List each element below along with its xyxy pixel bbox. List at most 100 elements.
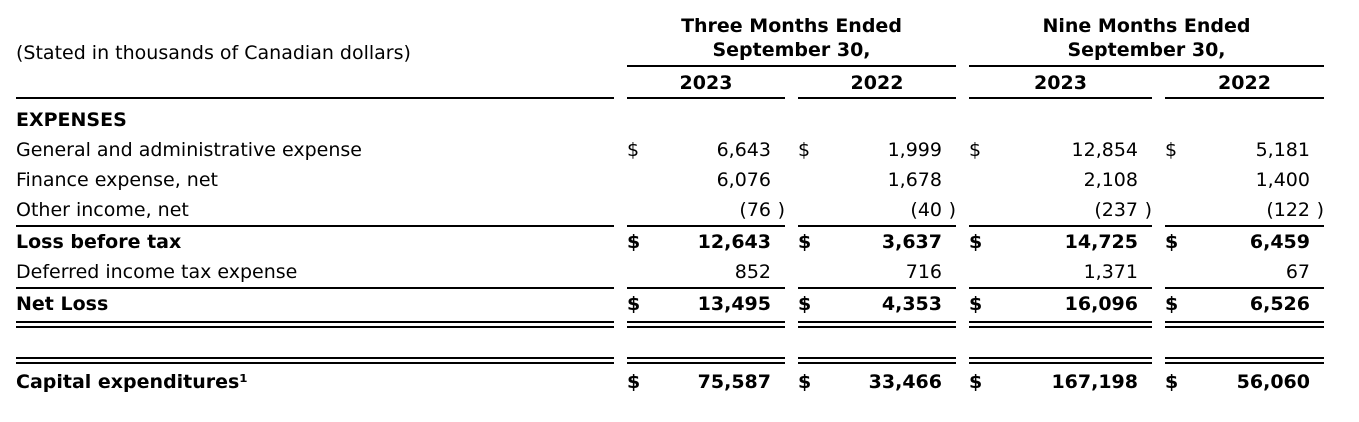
paren-close: [1138, 292, 1152, 317]
table-row-general-admin-expense: General and administrative expense $ 6,6…: [16, 135, 1343, 165]
table-body: EXPENSES General and administrative expe…: [16, 105, 1343, 397]
currency-symbol: $: [627, 231, 641, 253]
row-label: General and administrative expense: [16, 139, 362, 161]
paren-close: [771, 370, 785, 395]
paren-close: [942, 230, 956, 255]
paren-close: [1138, 260, 1152, 285]
currency-symbol: $: [1165, 293, 1179, 315]
amount-value: 13,495: [697, 293, 771, 315]
currency-symbol: $: [1165, 139, 1178, 161]
paren-close: [771, 138, 785, 163]
amount-value: 1,400: [1255, 169, 1310, 191]
year-header-3m-2023: 2023: [627, 67, 785, 99]
paren-close: [1138, 370, 1152, 395]
table-row-deferred-income-tax: Deferred income tax expense 852 716 1,37…: [16, 257, 1343, 289]
cell-amount: $ 5,181: [1165, 135, 1324, 165]
amount-value: (76: [739, 199, 771, 221]
currency-symbol: [1165, 198, 1181, 223]
paren-close: [942, 292, 956, 317]
paren-close: ): [948, 199, 956, 221]
amount-value: 1,999: [887, 139, 942, 161]
currency-symbol: [798, 198, 814, 223]
currency-symbol: $: [627, 139, 640, 161]
row-label: Capital expenditures¹: [16, 357, 614, 397]
cell-amount: $ 14,725: [969, 227, 1152, 257]
paren-close: [1310, 292, 1324, 317]
currency-symbol: $: [627, 293, 641, 315]
table-row-expenses-section: EXPENSES: [16, 105, 1343, 135]
amount-value: 67: [1285, 261, 1310, 283]
currency-symbol: [627, 198, 643, 223]
cell-amount: $ 75,587: [627, 357, 785, 397]
currency-symbol: [627, 260, 643, 285]
amount-value: 75,587: [697, 371, 771, 393]
currency-symbol: [627, 168, 643, 193]
amount-value: 4,353: [881, 293, 942, 315]
cell-amount: (40 ): [798, 195, 956, 227]
row-label: Deferred income tax expense: [16, 257, 614, 289]
table-header: (Stated in thousands of Canadian dollars…: [16, 8, 1343, 99]
paren-close: ): [1316, 199, 1324, 221]
paren-close: [1310, 138, 1324, 163]
paren-close: [1310, 168, 1324, 193]
cell-amount: $ 13,495: [627, 289, 785, 328]
currency-symbol: $: [798, 371, 812, 393]
paren-close: ): [1144, 199, 1152, 221]
cell-amount: $ 16,096: [969, 289, 1152, 328]
paren-close: [1138, 138, 1152, 163]
cell-amount: $ 1,999: [798, 135, 956, 165]
paren-close: [942, 370, 956, 395]
amount-value: 33,466: [868, 371, 942, 393]
currency-symbol: [1165, 260, 1181, 285]
section-gap: [16, 328, 1343, 357]
column-group-title-line1: Nine Months Ended: [1042, 15, 1251, 37]
cell-amount: 2,108: [969, 165, 1152, 195]
paren-close: [1310, 370, 1324, 395]
paren-close: [942, 260, 956, 285]
paren-close: [1138, 168, 1152, 193]
paren-close: [942, 168, 956, 193]
currency-symbol: [798, 168, 814, 193]
column-group-three-months: Three Months Ended September 30,: [627, 8, 956, 67]
paren-close: [771, 260, 785, 285]
currency-symbol: [1165, 168, 1181, 193]
column-group-nine-months: Nine Months Ended September 30,: [969, 8, 1324, 67]
currency-symbol: $: [969, 293, 983, 315]
cell-amount: 67: [1165, 257, 1324, 289]
table-row-loss-before-tax: Loss before tax $ 12,643 $ 3,637 $ 14,72…: [16, 227, 1343, 257]
currency-symbol: [798, 260, 814, 285]
table-row-finance-expense: Finance expense, net 6,076 1,678 2,108 1…: [16, 165, 1343, 195]
cell-amount: 6,076: [627, 165, 785, 195]
row-label: Loss before tax: [16, 231, 182, 253]
paren-close: [771, 168, 785, 193]
cell-amount: 1,400: [1165, 165, 1324, 195]
table-row-net-loss: Net Loss $ 13,495 $ 4,353 $ 16,096 $ 6,5…: [16, 289, 1343, 328]
currency-symbol: $: [1165, 231, 1179, 253]
currency-symbol: $: [798, 139, 811, 161]
cell-amount: (76 ): [627, 195, 785, 227]
cell-amount: $ 12,643: [627, 227, 785, 257]
cell-empty: [627, 105, 785, 135]
currency-symbol: [969, 198, 985, 223]
cell-amount: (237 ): [969, 195, 1152, 227]
cell-amount: $ 4,353: [798, 289, 956, 328]
amount-value: 6,643: [716, 139, 771, 161]
table-row-capital-expenditures: Capital expenditures¹ $ 75,587 $ 33,466 …: [16, 357, 1343, 397]
row-label: Net Loss: [16, 289, 614, 328]
currency-symbol: [969, 260, 985, 285]
amount-value: 14,725: [1064, 231, 1138, 253]
paren-close: [1310, 260, 1324, 285]
currency-symbol: $: [969, 139, 982, 161]
amount-value: (122: [1266, 199, 1310, 221]
amount-value: 716: [905, 261, 942, 283]
paren-close: [771, 230, 785, 255]
year-header-9m-2022: 2022: [1165, 67, 1324, 99]
amount-value: 6,459: [1249, 231, 1310, 253]
amount-value: 6,526: [1249, 293, 1310, 315]
cell-empty: [798, 105, 956, 135]
amount-value: 852: [734, 261, 771, 283]
unit-note: (Stated in thousands of Canadian dollars…: [16, 8, 614, 99]
column-group-title-line2: September 30,: [1067, 39, 1226, 61]
cell-amount: $ 3,637: [798, 227, 956, 257]
amount-value: 1,678: [887, 169, 942, 191]
